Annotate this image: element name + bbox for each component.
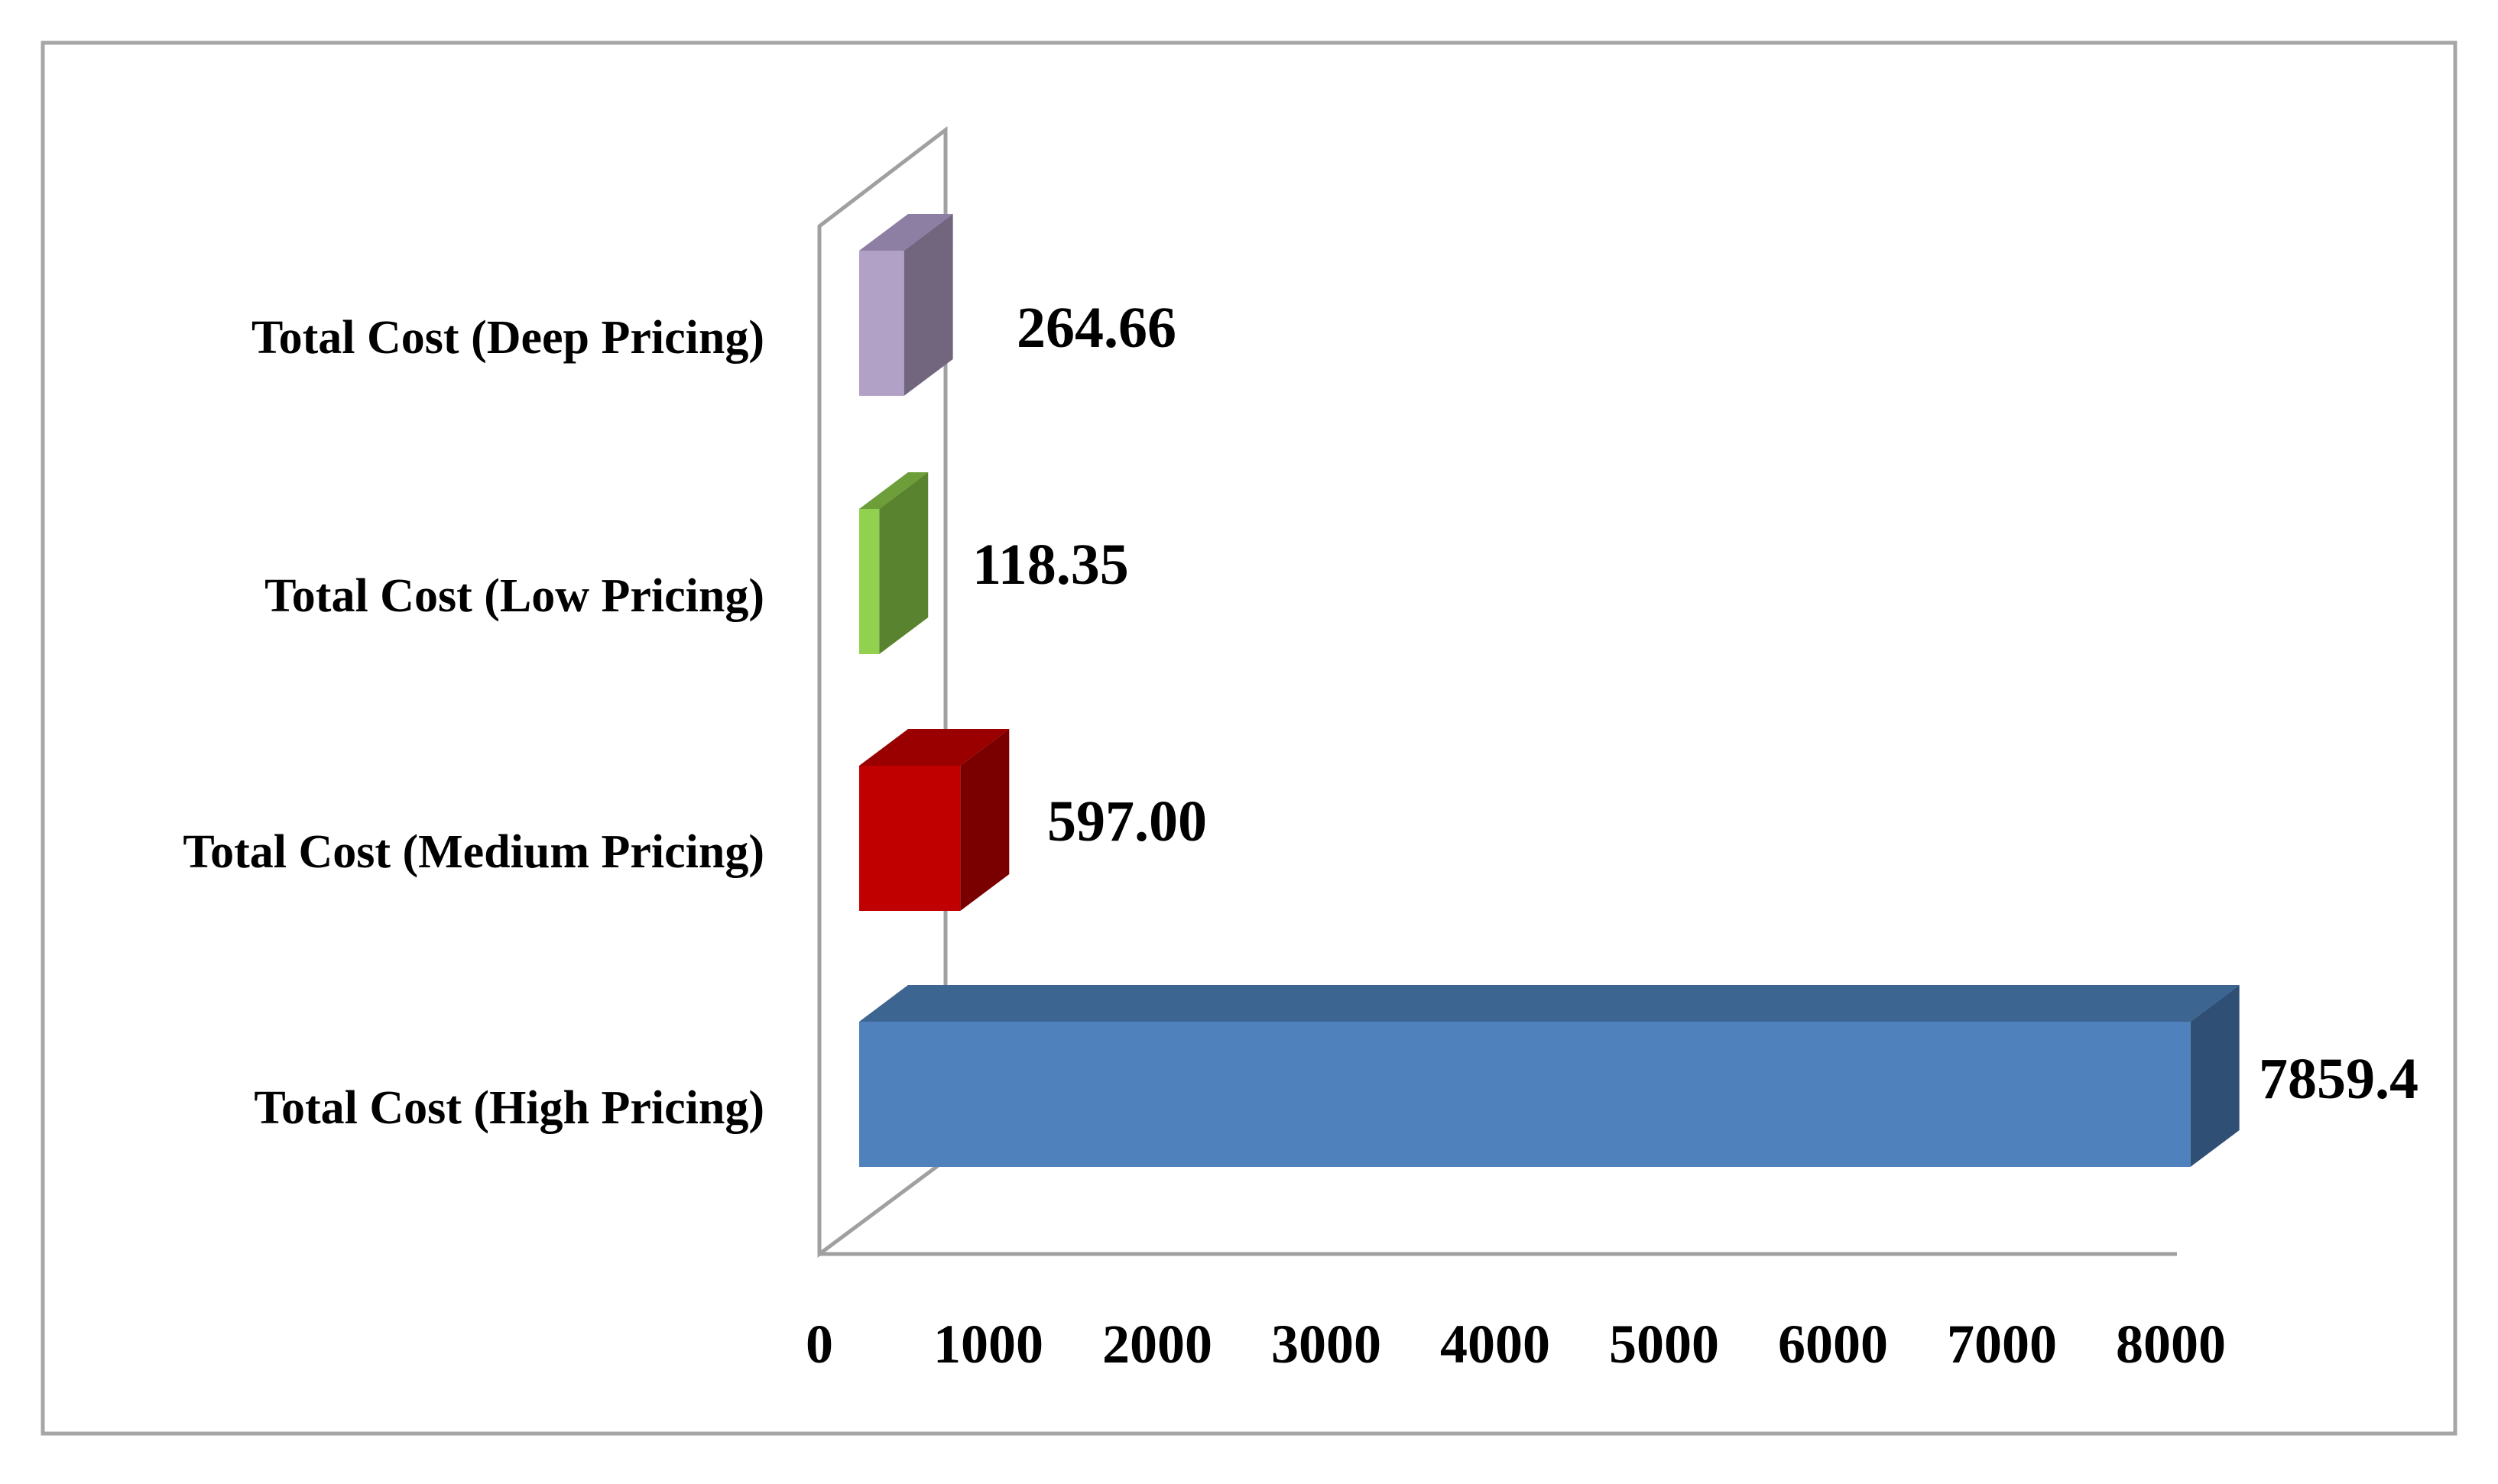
bars-group xyxy=(859,214,2240,1167)
bar-3 xyxy=(859,472,929,654)
bar-1 xyxy=(859,985,2240,1167)
bar-4 xyxy=(859,214,953,396)
x-tick-label: 8000 xyxy=(2116,1314,2226,1375)
value-label: 118.35 xyxy=(972,533,1129,597)
value-labels-group: 7859.4 597.00 118.35 264.66 xyxy=(972,296,2419,1111)
x-tick-label: 2000 xyxy=(1102,1314,1212,1375)
x-tick-labels-group: 0 1000 2000 3000 4000 5000 6000 7000 8000 xyxy=(806,1314,2226,1375)
x-tick-label: 3000 xyxy=(1271,1314,1381,1375)
bar-2 xyxy=(859,729,1010,911)
bar-side-face xyxy=(2190,985,2240,1167)
category-labels-group: Total Cost (High Pricing) Total Cost (Med… xyxy=(183,312,764,1134)
value-label: 7859.4 xyxy=(2259,1047,2419,1111)
category-label: Total Cost (Deep Pricing) xyxy=(251,312,764,364)
x-tick-label: 0 xyxy=(806,1314,833,1375)
bar-top-face xyxy=(859,214,953,251)
x-tick-label: 1000 xyxy=(933,1314,1043,1375)
bar-top-face xyxy=(859,985,2240,1022)
x-tick-label: 5000 xyxy=(1609,1314,1719,1375)
category-label: Total Cost (Medium Pricing) xyxy=(183,826,764,878)
bar-front-face xyxy=(859,251,904,396)
category-label: Total Cost (Low Pricing) xyxy=(264,570,764,622)
bar-front-face xyxy=(859,509,880,654)
bar-top-face xyxy=(859,729,1010,766)
chart-border xyxy=(41,41,2457,1436)
category-label: Total Cost (High Pricing) xyxy=(254,1082,764,1134)
value-label: 597.00 xyxy=(1047,789,1207,854)
bar-side-face xyxy=(879,472,929,654)
x-tick-label: 7000 xyxy=(1947,1314,2057,1375)
x-tick-label: 6000 xyxy=(1778,1314,1888,1375)
value-label: 264.66 xyxy=(1017,296,1176,360)
bar-top-face xyxy=(859,472,929,509)
x-tick-label: 4000 xyxy=(1440,1314,1550,1375)
bar-front-face xyxy=(859,1022,2191,1167)
bar-side-face xyxy=(960,729,1010,911)
bar-front-face xyxy=(859,766,961,911)
bar-side-face xyxy=(903,214,953,396)
